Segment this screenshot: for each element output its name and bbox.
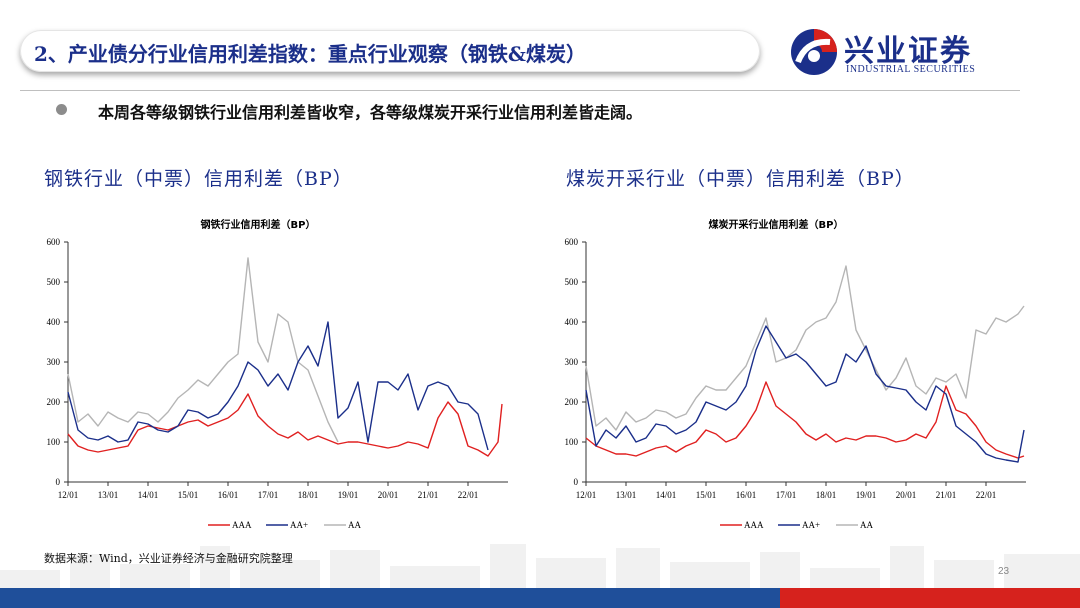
x-tick-label: 21/01 xyxy=(936,490,957,500)
header-divider xyxy=(20,90,1020,91)
chart-title: 煤炭开采行业信用利差（BP） xyxy=(709,218,844,231)
y-tick-label: 100 xyxy=(565,437,579,447)
steel-spread-chart: 钢铁行业信用利差（BP） 0 100 200 300 400 500 600 12/01 13/0… xyxy=(47,218,508,530)
footer-bar-blue xyxy=(0,588,780,608)
y-tick-label: 400 xyxy=(565,317,579,327)
brand-logo: 兴业证券 INDUSTRIAL SECURITIES xyxy=(788,24,1028,80)
series-line-aa xyxy=(67,257,339,443)
summary-text: 本周各等级钢铁行业信用利差皆收窄，各等级煤炭开采行业信用利差皆走阔。 xyxy=(98,103,643,122)
y-tick-label: 300 xyxy=(565,357,579,367)
y-tick-label: 600 xyxy=(47,237,61,247)
x-tick-label: 12/01 xyxy=(58,490,79,500)
x-tick-label: 14/01 xyxy=(138,490,159,500)
legend-label: AAA xyxy=(744,520,764,530)
x-tick-label: 17/01 xyxy=(258,490,279,500)
legend-label: AA+ xyxy=(290,520,308,530)
y-tick-label: 0 xyxy=(56,477,61,487)
series-line-aaplus xyxy=(585,325,1025,463)
y-tick-label: 500 xyxy=(565,277,579,287)
y-tick-label: 0 xyxy=(574,477,579,487)
x-tick-label: 18/01 xyxy=(298,490,319,500)
page-number: 23 xyxy=(998,566,1010,577)
x-tick-label: 13/01 xyxy=(616,490,637,500)
y-tick-label: 200 xyxy=(47,397,61,407)
data-source: 数据来源：Wind，兴业证券经济与金融研究院整理 xyxy=(44,552,293,565)
y-tick-label: 500 xyxy=(47,277,61,287)
x-tick-label: 12/01 xyxy=(576,490,597,500)
x-tick-label: 19/01 xyxy=(338,490,359,500)
page-title: 2、产业债分行业信用利差指数：重点行业观察（钢铁&煤炭） xyxy=(34,42,586,66)
skyline-decoration xyxy=(0,544,1080,588)
x-tick-label: 21/01 xyxy=(418,490,439,500)
y-tick-label: 600 xyxy=(565,237,579,247)
x-tick-label: 22/01 xyxy=(976,490,997,500)
x-tick-label: 16/01 xyxy=(736,490,757,500)
series-line-aaplus xyxy=(67,321,489,451)
chart-title: 钢铁行业信用利差（BP） xyxy=(201,218,316,231)
logo-mark-icon xyxy=(791,29,837,75)
legend-label: AA+ xyxy=(802,520,820,530)
x-tick-label: 17/01 xyxy=(776,490,797,500)
y-tick-label: 400 xyxy=(47,317,61,327)
coal-spread-chart: 煤炭开采行业信用利差（BP） 0 100 200 300 400 500 600 12/01 13… xyxy=(565,218,1026,530)
footer-bar-red xyxy=(780,588,1080,608)
bullet-icon xyxy=(56,104,67,115)
logo-name: 兴业证券 xyxy=(844,34,972,69)
y-tick-label: 100 xyxy=(47,437,61,447)
legend-label: AA xyxy=(860,520,873,530)
logo-english-name: INDUSTRIAL SECURITIES xyxy=(846,64,976,75)
series-line-aaa xyxy=(67,393,503,457)
x-tick-label: 20/01 xyxy=(378,490,399,500)
x-tick-label: 14/01 xyxy=(656,490,677,500)
y-tick-label: 300 xyxy=(47,357,61,367)
x-tick-label: 18/01 xyxy=(816,490,837,500)
x-tick-label: 19/01 xyxy=(856,490,877,500)
steel-section-title: 钢铁行业（中票）信用利差（BP） xyxy=(44,168,353,190)
x-tick-label: 20/01 xyxy=(896,490,917,500)
legend-label: AAA xyxy=(232,520,252,530)
x-tick-label: 22/01 xyxy=(458,490,479,500)
series-line-aaa xyxy=(585,381,1025,459)
x-tick-label: 15/01 xyxy=(178,490,199,500)
x-tick-label: 15/01 xyxy=(696,490,717,500)
series-line-aa xyxy=(585,265,1025,431)
x-tick-label: 16/01 xyxy=(218,490,239,500)
legend-label: AA xyxy=(348,520,361,530)
x-tick-label: 13/01 xyxy=(98,490,119,500)
coal-section-title: 煤炭开采行业（中票）信用利差（BP） xyxy=(566,168,915,190)
title-bar: 2、产业债分行业信用利差指数：重点行业观察（钢铁&煤炭） xyxy=(20,30,760,72)
y-tick-label: 200 xyxy=(565,397,579,407)
